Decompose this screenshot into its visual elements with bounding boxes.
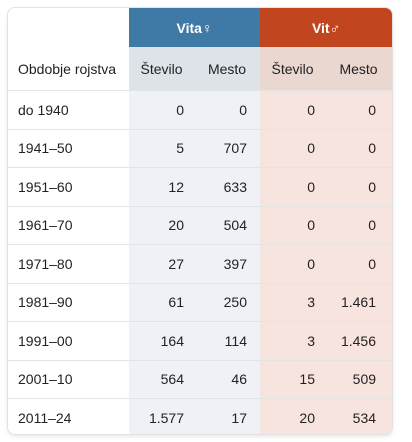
male-count-cell: 0 <box>260 90 325 129</box>
period-cell: 1951–60 <box>8 167 129 206</box>
male-count-cell: 0 <box>260 128 325 168</box>
female-rank-header: Mesto <box>194 47 260 91</box>
table-row: do 1940 0 0 0 0 <box>8 90 392 129</box>
male-rank-cell: 1.456 <box>325 321 392 360</box>
female-rank-cell: 46 <box>194 359 260 399</box>
table-row: 1961–70 20 504 0 0 <box>8 205 392 245</box>
male-count-cell: 15 <box>260 359 325 399</box>
male-symbol-icon: ♂ <box>329 19 341 36</box>
female-rank-cell: 250 <box>194 282 260 322</box>
female-rank-cell: 114 <box>194 321 260 360</box>
male-count-cell: 20 <box>260 398 325 434</box>
period-column-header: Obdobje rojstva <box>8 47 129 91</box>
male-rank-cell: 0 <box>325 90 392 129</box>
female-count-cell: 564 <box>129 359 194 399</box>
period-cell: 1941–50 <box>8 128 129 168</box>
period-cell: 2001–10 <box>8 359 129 399</box>
male-rank-cell: 1.461 <box>325 282 392 322</box>
name-statistics-card: Vita♀ Vit♂ Obdobje rojstva Število Mesto… <box>8 8 392 434</box>
male-rank-cell: 509 <box>325 359 392 399</box>
female-count-cell: 61 <box>129 282 194 322</box>
table-row: 1991–00 164 114 3 1.456 <box>8 321 392 360</box>
female-rank-cell: 707 <box>194 128 260 168</box>
male-name-label: Vit <box>311 19 330 36</box>
female-count-header: Število <box>129 47 194 91</box>
female-rank-cell: 0 <box>194 90 260 129</box>
male-group-header: Vit♂ <box>260 8 392 47</box>
male-count-cell: 0 <box>260 244 325 283</box>
female-count-cell: 0 <box>129 90 194 129</box>
female-group-header: Vita♀ <box>129 8 260 47</box>
female-count-cell: 27 <box>129 244 194 283</box>
blank-corner-cell <box>8 8 129 47</box>
period-cell: 1991–00 <box>8 321 129 360</box>
period-cell: 2011–24 <box>8 398 129 434</box>
table-row: 1971–80 27 397 0 0 <box>8 244 392 283</box>
female-rank-cell: 633 <box>194 167 260 206</box>
period-cell: do 1940 <box>8 90 129 129</box>
group-header-row: Vita♀ Vit♂ <box>8 8 392 47</box>
male-rank-cell: 534 <box>325 398 392 434</box>
column-header-row: Obdobje rojstva Število Mesto Število Me… <box>8 47 392 91</box>
name-statistics-table: Vita♀ Vit♂ Obdobje rojstva Število Mesto… <box>8 8 392 434</box>
male-count-cell: 0 <box>260 205 325 245</box>
female-rank-cell: 504 <box>194 205 260 245</box>
female-count-cell: 12 <box>129 167 194 206</box>
female-count-cell: 164 <box>129 321 194 360</box>
male-rank-cell: 0 <box>325 205 392 245</box>
female-count-cell: 1.577 <box>129 398 194 434</box>
female-count-cell: 5 <box>129 128 194 168</box>
male-rank-cell: 0 <box>325 128 392 168</box>
male-rank-cell: 0 <box>325 167 392 206</box>
period-cell: 1971–80 <box>8 244 129 283</box>
table-row: 1951–60 12 633 0 0 <box>8 167 392 206</box>
table-body: do 1940 0 0 0 0 1941–50 5 707 0 0 1951–60 12 633 0 0 19… <box>8 90 392 434</box>
male-count-cell: 0 <box>260 167 325 206</box>
table-row: 1981–90 61 250 3 1.461 <box>8 282 392 322</box>
period-cell: 1961–70 <box>8 205 129 245</box>
female-rank-cell: 17 <box>194 398 260 434</box>
table-row: 2011–24 1.577 17 20 534 <box>8 398 392 434</box>
male-rank-header: Mesto <box>325 47 392 91</box>
male-count-cell: 3 <box>260 321 325 360</box>
female-rank-cell: 397 <box>194 244 260 283</box>
table-row: 2001–10 564 46 15 509 <box>8 359 392 399</box>
male-rank-cell: 0 <box>325 244 392 283</box>
male-count-cell: 3 <box>260 282 325 322</box>
male-count-header: Število <box>260 47 325 91</box>
table-row: 1941–50 5 707 0 0 <box>8 128 392 168</box>
period-cell: 1981–90 <box>8 282 129 322</box>
female-symbol-icon: ♀ <box>201 19 213 36</box>
female-count-cell: 20 <box>129 205 194 245</box>
female-name-label: Vita <box>176 19 202 36</box>
